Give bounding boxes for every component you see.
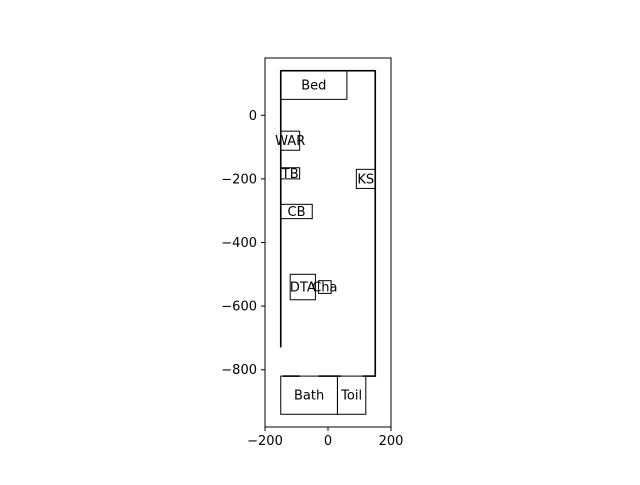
furniture-war-label: WAR — [275, 134, 305, 149]
furniture-ks-label: KS — [357, 172, 374, 187]
furniture-bed-label: Bed — [301, 79, 326, 94]
y-tick-label: −800 — [221, 363, 257, 378]
furniture-cha: Cha — [312, 280, 337, 296]
furniture-tb: TB — [280, 167, 301, 182]
room-outline — [278, 69, 377, 379]
door-gap — [278, 347, 283, 378]
x-tick-label: −200 — [247, 434, 283, 449]
x-tick-label: 0 — [324, 434, 332, 449]
furniture-war: WAR — [275, 130, 305, 151]
axis-ticks: −200 0 200 0 −200 −400 −600 −800 — [221, 109, 403, 449]
y-tick-label: −200 — [221, 172, 257, 187]
furniture-toil-label: Toil — [340, 389, 362, 404]
furniture-tb-box — [280, 167, 301, 180]
furniture-cb: CB — [280, 203, 313, 220]
axes-frame — [264, 57, 392, 428]
furniture-cb-box — [280, 203, 313, 220]
y-tick-label: −600 — [221, 300, 257, 315]
furniture-ks: KS — [355, 168, 376, 189]
furniture-toil-box — [336, 375, 367, 415]
furniture-cb-label: CB — [288, 205, 306, 220]
furniture-cha-label: Cha — [312, 281, 337, 296]
furniture-ks-box — [355, 168, 376, 189]
furniture-dt: DTA — [289, 273, 316, 301]
furniture-dt-label: DTA — [290, 281, 316, 296]
y-tick-label: 0 — [249, 109, 257, 124]
room-wall — [279, 69, 377, 377]
furniture-bath: Bath — [280, 375, 338, 415]
furniture-bed: Bed — [280, 70, 348, 100]
furniture-tb-label: TB — [281, 167, 299, 182]
furniture-war-box — [280, 130, 301, 151]
furniture-toil: Toil — [336, 375, 367, 415]
furniture-dt-box — [289, 273, 316, 301]
x-tick-label: 200 — [379, 434, 404, 449]
furniture-bath-label: Bath — [294, 389, 324, 404]
y-tick-label: −400 — [221, 236, 257, 251]
furniture-cha-box — [318, 280, 332, 294]
furniture-bed-box — [280, 70, 348, 100]
